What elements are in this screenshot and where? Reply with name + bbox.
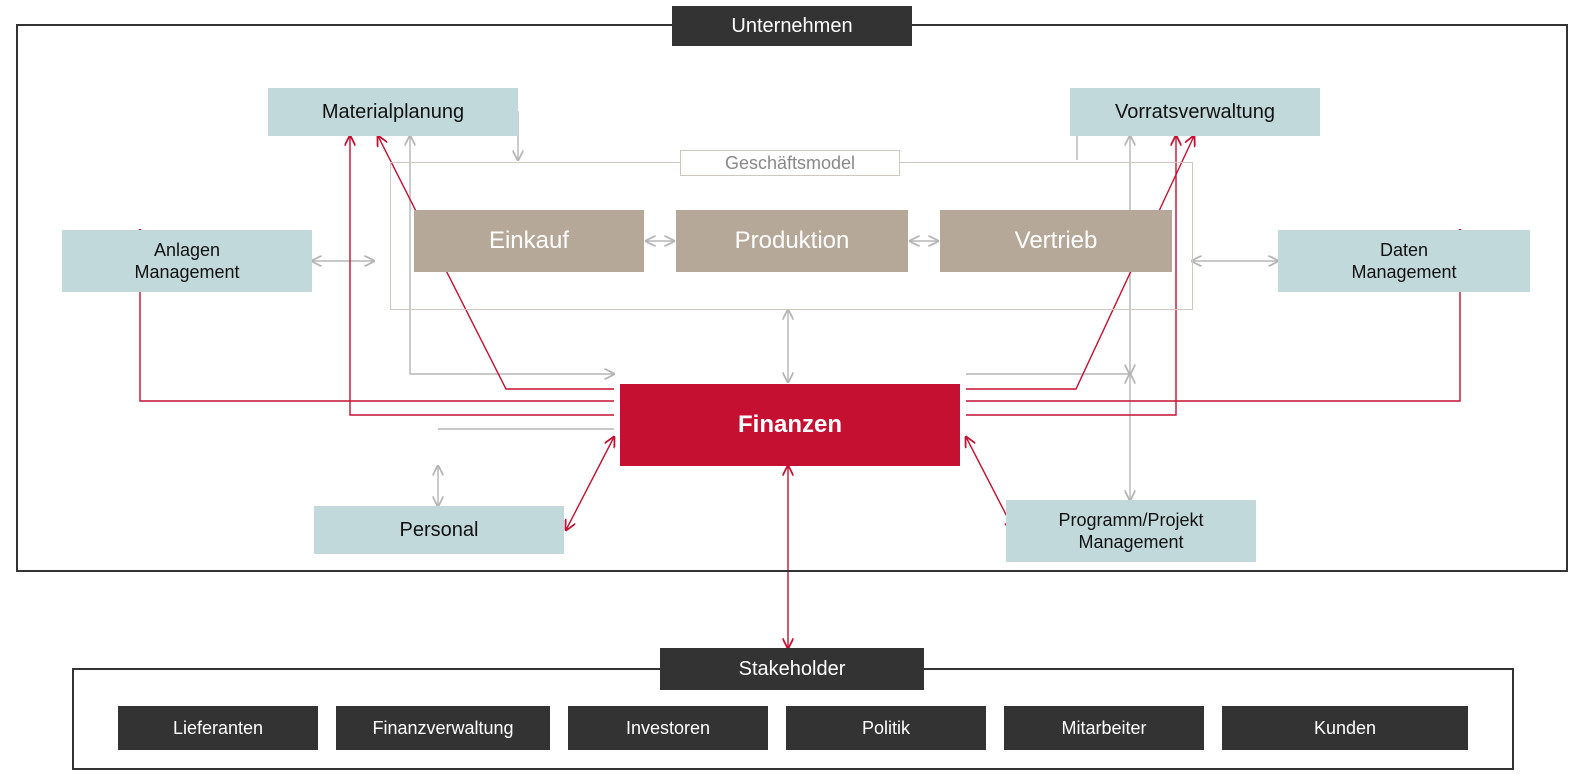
stakeholder-kunden: Kunden	[1222, 706, 1468, 750]
diagram-stage: Unternehmen Geschäftsmodel Materialplanu…	[0, 0, 1584, 784]
stakeholder-lieferanten: Lieferanten	[118, 706, 318, 750]
stakeholder-title: Stakeholder	[660, 648, 924, 690]
stakeholder-mitarbeiter: Mitarbeiter	[1004, 706, 1204, 750]
stakeholder-politik: Politik	[786, 706, 986, 750]
geschaeftsmodel-label: Geschäftsmodel	[680, 150, 900, 176]
node-programm-projekt-management: Programm/ProjektManagement	[1006, 500, 1256, 562]
node-finanzen: Finanzen	[620, 384, 960, 466]
node-produktion: Produktion	[676, 210, 908, 272]
stakeholder-finanzverwaltung: Finanzverwaltung	[336, 706, 550, 750]
node-daten-management: DatenManagement	[1278, 230, 1530, 292]
node-vertrieb: Vertrieb	[940, 210, 1172, 272]
stakeholder-investoren: Investoren	[568, 706, 768, 750]
node-vorratsverwaltung: Vorratsverwaltung	[1070, 88, 1320, 136]
node-anlagen-management: AnlagenManagement	[62, 230, 312, 292]
node-einkauf: Einkauf	[414, 210, 644, 272]
unternehmen-title: Unternehmen	[672, 6, 912, 46]
node-personal: Personal	[314, 506, 564, 554]
node-materialplanung: Materialplanung	[268, 88, 518, 136]
